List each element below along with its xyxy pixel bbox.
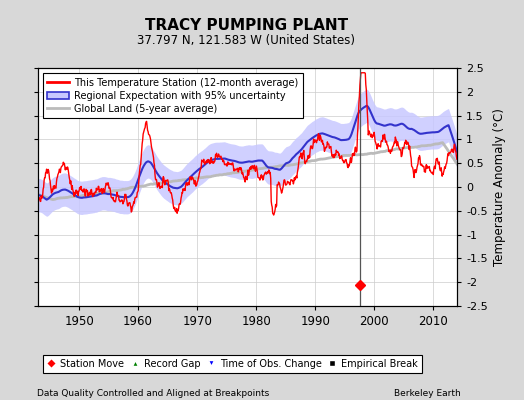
Y-axis label: Temperature Anomaly (°C): Temperature Anomaly (°C)	[493, 108, 506, 266]
Text: Berkeley Earth: Berkeley Earth	[395, 389, 461, 398]
Text: 37.797 N, 121.583 W (United States): 37.797 N, 121.583 W (United States)	[137, 34, 355, 47]
Text: TRACY PUMPING PLANT: TRACY PUMPING PLANT	[145, 18, 348, 33]
Text: Data Quality Controlled and Aligned at Breakpoints: Data Quality Controlled and Aligned at B…	[37, 389, 269, 398]
Legend: Station Move, Record Gap, Time of Obs. Change, Empirical Break: Station Move, Record Gap, Time of Obs. C…	[42, 355, 422, 372]
